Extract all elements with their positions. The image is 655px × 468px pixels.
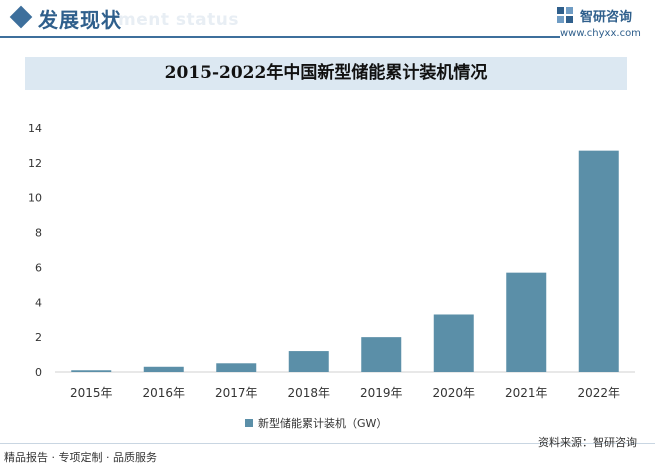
bar [71, 370, 112, 372]
bar [288, 351, 329, 372]
legend: 新型储能累计装机（GW） [245, 415, 387, 431]
header-divider [0, 36, 560, 38]
x-tick-label: 2015年 [70, 386, 113, 400]
brand: 智研咨询 [556, 4, 632, 26]
brand-name: 智研咨询 [580, 9, 633, 25]
section-subtitle: ment status [118, 10, 239, 30]
y-tick-label: 2 [35, 331, 42, 344]
section-title: 发展现状 [38, 8, 122, 32]
bar [506, 272, 547, 372]
y-tick-label: 8 [35, 227, 42, 240]
x-tick-label: 2017年 [215, 386, 258, 400]
brand-url: www.chyxx.com [560, 28, 641, 39]
y-tick-label: 14 [28, 122, 42, 135]
bar [361, 337, 402, 372]
x-tick-label: 2016年 [142, 386, 185, 400]
source-note: 资料来源：智研咨询 [538, 436, 637, 449]
y-tick-label: 4 [35, 296, 42, 309]
bar [578, 150, 619, 372]
y-tick-label: 10 [28, 192, 42, 205]
chart-title: 2015-2022年中国新型储能累计装机情况 [164, 63, 488, 83]
bar [433, 314, 474, 372]
x-tick-label: 2019年 [360, 386, 403, 400]
x-tick-label: 2018年 [287, 386, 330, 400]
y-tick-label: 0 [35, 366, 42, 379]
bar [216, 363, 257, 372]
y-tick-label: 6 [35, 261, 42, 274]
brand-logo-icon [557, 7, 573, 23]
legend-label: 新型储能累计装机（GW） [258, 417, 388, 430]
footer-tagline: 精品报告 · 专项定制 · 品质服务 [4, 451, 157, 464]
footer-divider [0, 443, 655, 444]
legend-swatch [245, 419, 253, 427]
chart-title-band: 2015-2022年中国新型储能累计装机情况 [25, 57, 627, 90]
x-tick-label: 2022年 [577, 386, 620, 400]
x-tick-label: 2020年 [432, 386, 475, 400]
y-tick-label: 12 [28, 157, 42, 170]
bar [143, 366, 184, 372]
x-tick-label: 2021年 [505, 386, 548, 400]
header: 发展现状 ment status 智研咨询 www.chyxx.com [0, 0, 655, 44]
